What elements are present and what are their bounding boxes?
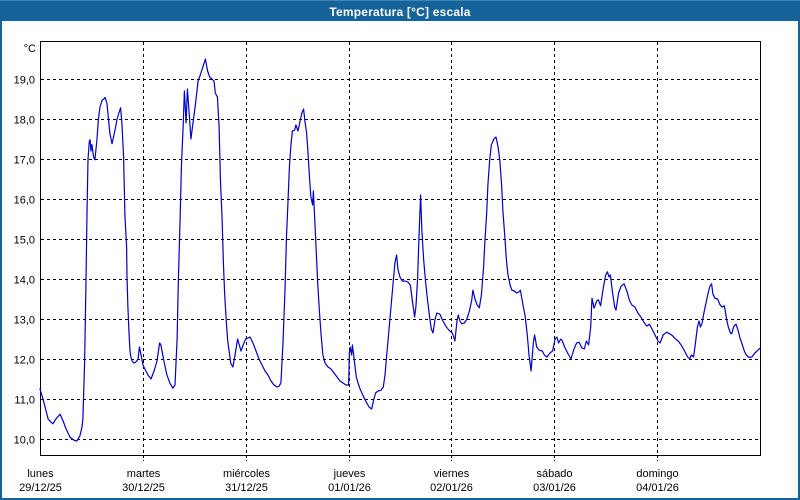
plot-frame xyxy=(40,41,761,456)
title-bar: Temperatura [°C] escala xyxy=(0,0,800,22)
x-day-date-label: 31/12/25 xyxy=(225,482,268,494)
x-day-weekday-label: lunes xyxy=(27,468,54,480)
x-day-weekday-label: jueves xyxy=(333,468,366,480)
y-axis-unit-label: °C xyxy=(24,43,36,55)
x-day-date-label: 01/01/26 xyxy=(328,482,371,494)
temperature-chart: °C 19,0 18,0 17,0 16,0 15,0 14,0 13,0 12,0 11,0 10… xyxy=(14,41,761,494)
x-day-date-label: 30/12/25 xyxy=(122,482,165,494)
y-tick-label: 16,0 xyxy=(14,195,35,207)
y-tick-label: 11,0 xyxy=(14,395,35,407)
x-day-weekday-label: viernes xyxy=(434,468,470,480)
x-day-weekday-label: sábado xyxy=(536,468,572,480)
y-tick-label: 15,0 xyxy=(14,235,35,247)
x-day-date-label: 03/01/26 xyxy=(533,482,576,494)
x-day-date-label: 29/12/25 xyxy=(19,482,62,494)
x-day-date-label: 04/01/26 xyxy=(636,482,679,494)
y-tick-label: 14,0 xyxy=(14,275,35,287)
x-day-date-label: 02/01/26 xyxy=(430,482,473,494)
temperature-series-line xyxy=(39,58,761,442)
window-title: Temperatura [°C] escala xyxy=(329,4,471,19)
y-tick-label: 12,0 xyxy=(14,355,35,367)
y-tick-label: 13,0 xyxy=(14,315,35,327)
x-day-weekday-label: miércoles xyxy=(223,468,271,480)
y-tick-label: 18,0 xyxy=(14,115,35,127)
y-tick-label: 10,0 xyxy=(14,435,35,447)
y-tick-label: 17,0 xyxy=(14,155,35,167)
y-tick-label: 19,0 xyxy=(14,75,35,87)
x-day-weekday-label: domingo xyxy=(636,468,678,480)
chart-panel: °C 19,0 18,0 17,0 16,0 15,0 14,0 13,0 12,0 11,0 10… xyxy=(2,21,798,498)
x-day-weekday-label: martes xyxy=(127,468,161,480)
